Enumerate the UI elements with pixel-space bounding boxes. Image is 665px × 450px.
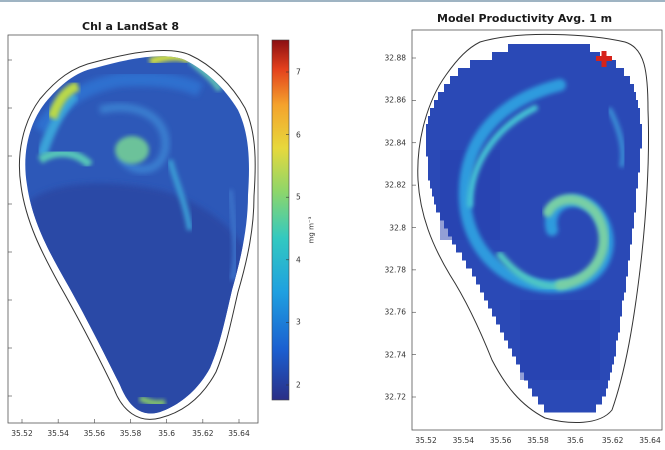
- model-grid-row: [428, 116, 640, 125]
- right-y-tick-label: 32.82: [384, 180, 406, 190]
- right-y-tick-label: 32.86: [384, 95, 406, 105]
- model-grid-row: [444, 220, 634, 229]
- model-grid-row: [456, 244, 630, 253]
- right-x-tick-label: 35.64: [639, 436, 661, 445]
- model-grid-row: [528, 380, 608, 389]
- model-grid-row: [430, 108, 640, 117]
- model-grid-row: [426, 140, 642, 149]
- model-grid-row: [434, 196, 636, 205]
- model-grid-row: [458, 68, 624, 77]
- model-grid-row: [462, 252, 630, 261]
- model-grid-row: [436, 204, 636, 213]
- right-y-tick-label: 32.74: [384, 350, 406, 360]
- model-grid-row: [508, 44, 590, 53]
- right-shoreline: [417, 33, 650, 423]
- left-x-tick-label: 35.52: [11, 429, 33, 438]
- model-grid-row: [472, 268, 628, 277]
- colorbar-ticks: [286, 71, 289, 386]
- right-x-tick-label: 35.6: [566, 436, 584, 445]
- colorbar-tick-label: 6: [296, 130, 301, 140]
- model-grid-row: [430, 180, 638, 189]
- right-y-tick-label: 32.72: [384, 392, 406, 402]
- model-grid-shade: [520, 300, 600, 380]
- model-grid-row: [428, 156, 640, 165]
- model-grid-row: [432, 188, 636, 197]
- model-grid-row: [428, 172, 638, 181]
- model-grid-row: [470, 60, 616, 69]
- colorbar-tick-label: 7: [296, 67, 301, 77]
- colorbar-tick-label: 3: [296, 317, 301, 327]
- colorbar-unit-label: mg m⁻³: [307, 216, 316, 244]
- model-grid-row: [428, 164, 640, 173]
- right-y-tick-label: 32.88: [384, 53, 406, 63]
- model-grid-row: [532, 388, 606, 397]
- model-grid-row: [452, 236, 632, 245]
- right-x-tick-label: 35.62: [601, 436, 624, 445]
- right-y-tick-label: 32.8: [389, 223, 406, 232]
- left-x-tick-label: 35.64: [228, 429, 250, 438]
- right-x-tick-label: 35.54: [452, 436, 475, 445]
- left-chart-title: Chl a LandSat 8: [82, 20, 179, 33]
- model-grid-row: [466, 260, 628, 269]
- model-grid-row: [538, 396, 602, 405]
- colorbar-tick-label: 4: [296, 255, 301, 265]
- right-y-tick-label: 32.76: [384, 307, 406, 317]
- station-marker: [596, 51, 612, 67]
- model-grid-row: [476, 276, 626, 285]
- model-grid-row: [426, 132, 642, 141]
- model-spiral: [458, 79, 626, 293]
- left-shoreline: [18, 50, 256, 420]
- left-x-tick-label: 35.54: [47, 429, 69, 438]
- top-border: [0, 0, 665, 2]
- right-x-tick-label: 35.52: [415, 436, 437, 445]
- right-y-tick-label: 32.78: [384, 265, 406, 275]
- model-grid-row: [426, 148, 640, 157]
- right-y-tick-label: 32.84: [384, 138, 406, 148]
- colorbar-tick-label: 2: [296, 380, 301, 390]
- colorbar-tick-label: 5: [296, 192, 301, 202]
- model-grid-row: [426, 124, 642, 133]
- left-x-tick-label: 35.56: [83, 429, 106, 438]
- left-x-tick-label: 35.62: [192, 429, 214, 438]
- colorbar: [271, 39, 290, 401]
- model-grid-cells: [426, 44, 642, 413]
- model-grid-row: [544, 404, 596, 413]
- model-grid-row: [448, 228, 632, 237]
- right-x-tick-label: 35.58: [527, 436, 549, 445]
- right-chart-title: Model Productivity Avg. 1 m: [437, 12, 613, 25]
- model-grid-row: [434, 100, 638, 109]
- model-grid-row: [492, 52, 600, 61]
- model-grid-row: [450, 76, 630, 85]
- model-grid-row: [484, 292, 624, 301]
- right-x-tick-label: 35.56: [489, 436, 512, 445]
- left-x-tick-label: 35.58: [119, 429, 142, 438]
- left-x-tick-label: 35.6: [158, 429, 176, 438]
- model-grid-row: [440, 212, 634, 221]
